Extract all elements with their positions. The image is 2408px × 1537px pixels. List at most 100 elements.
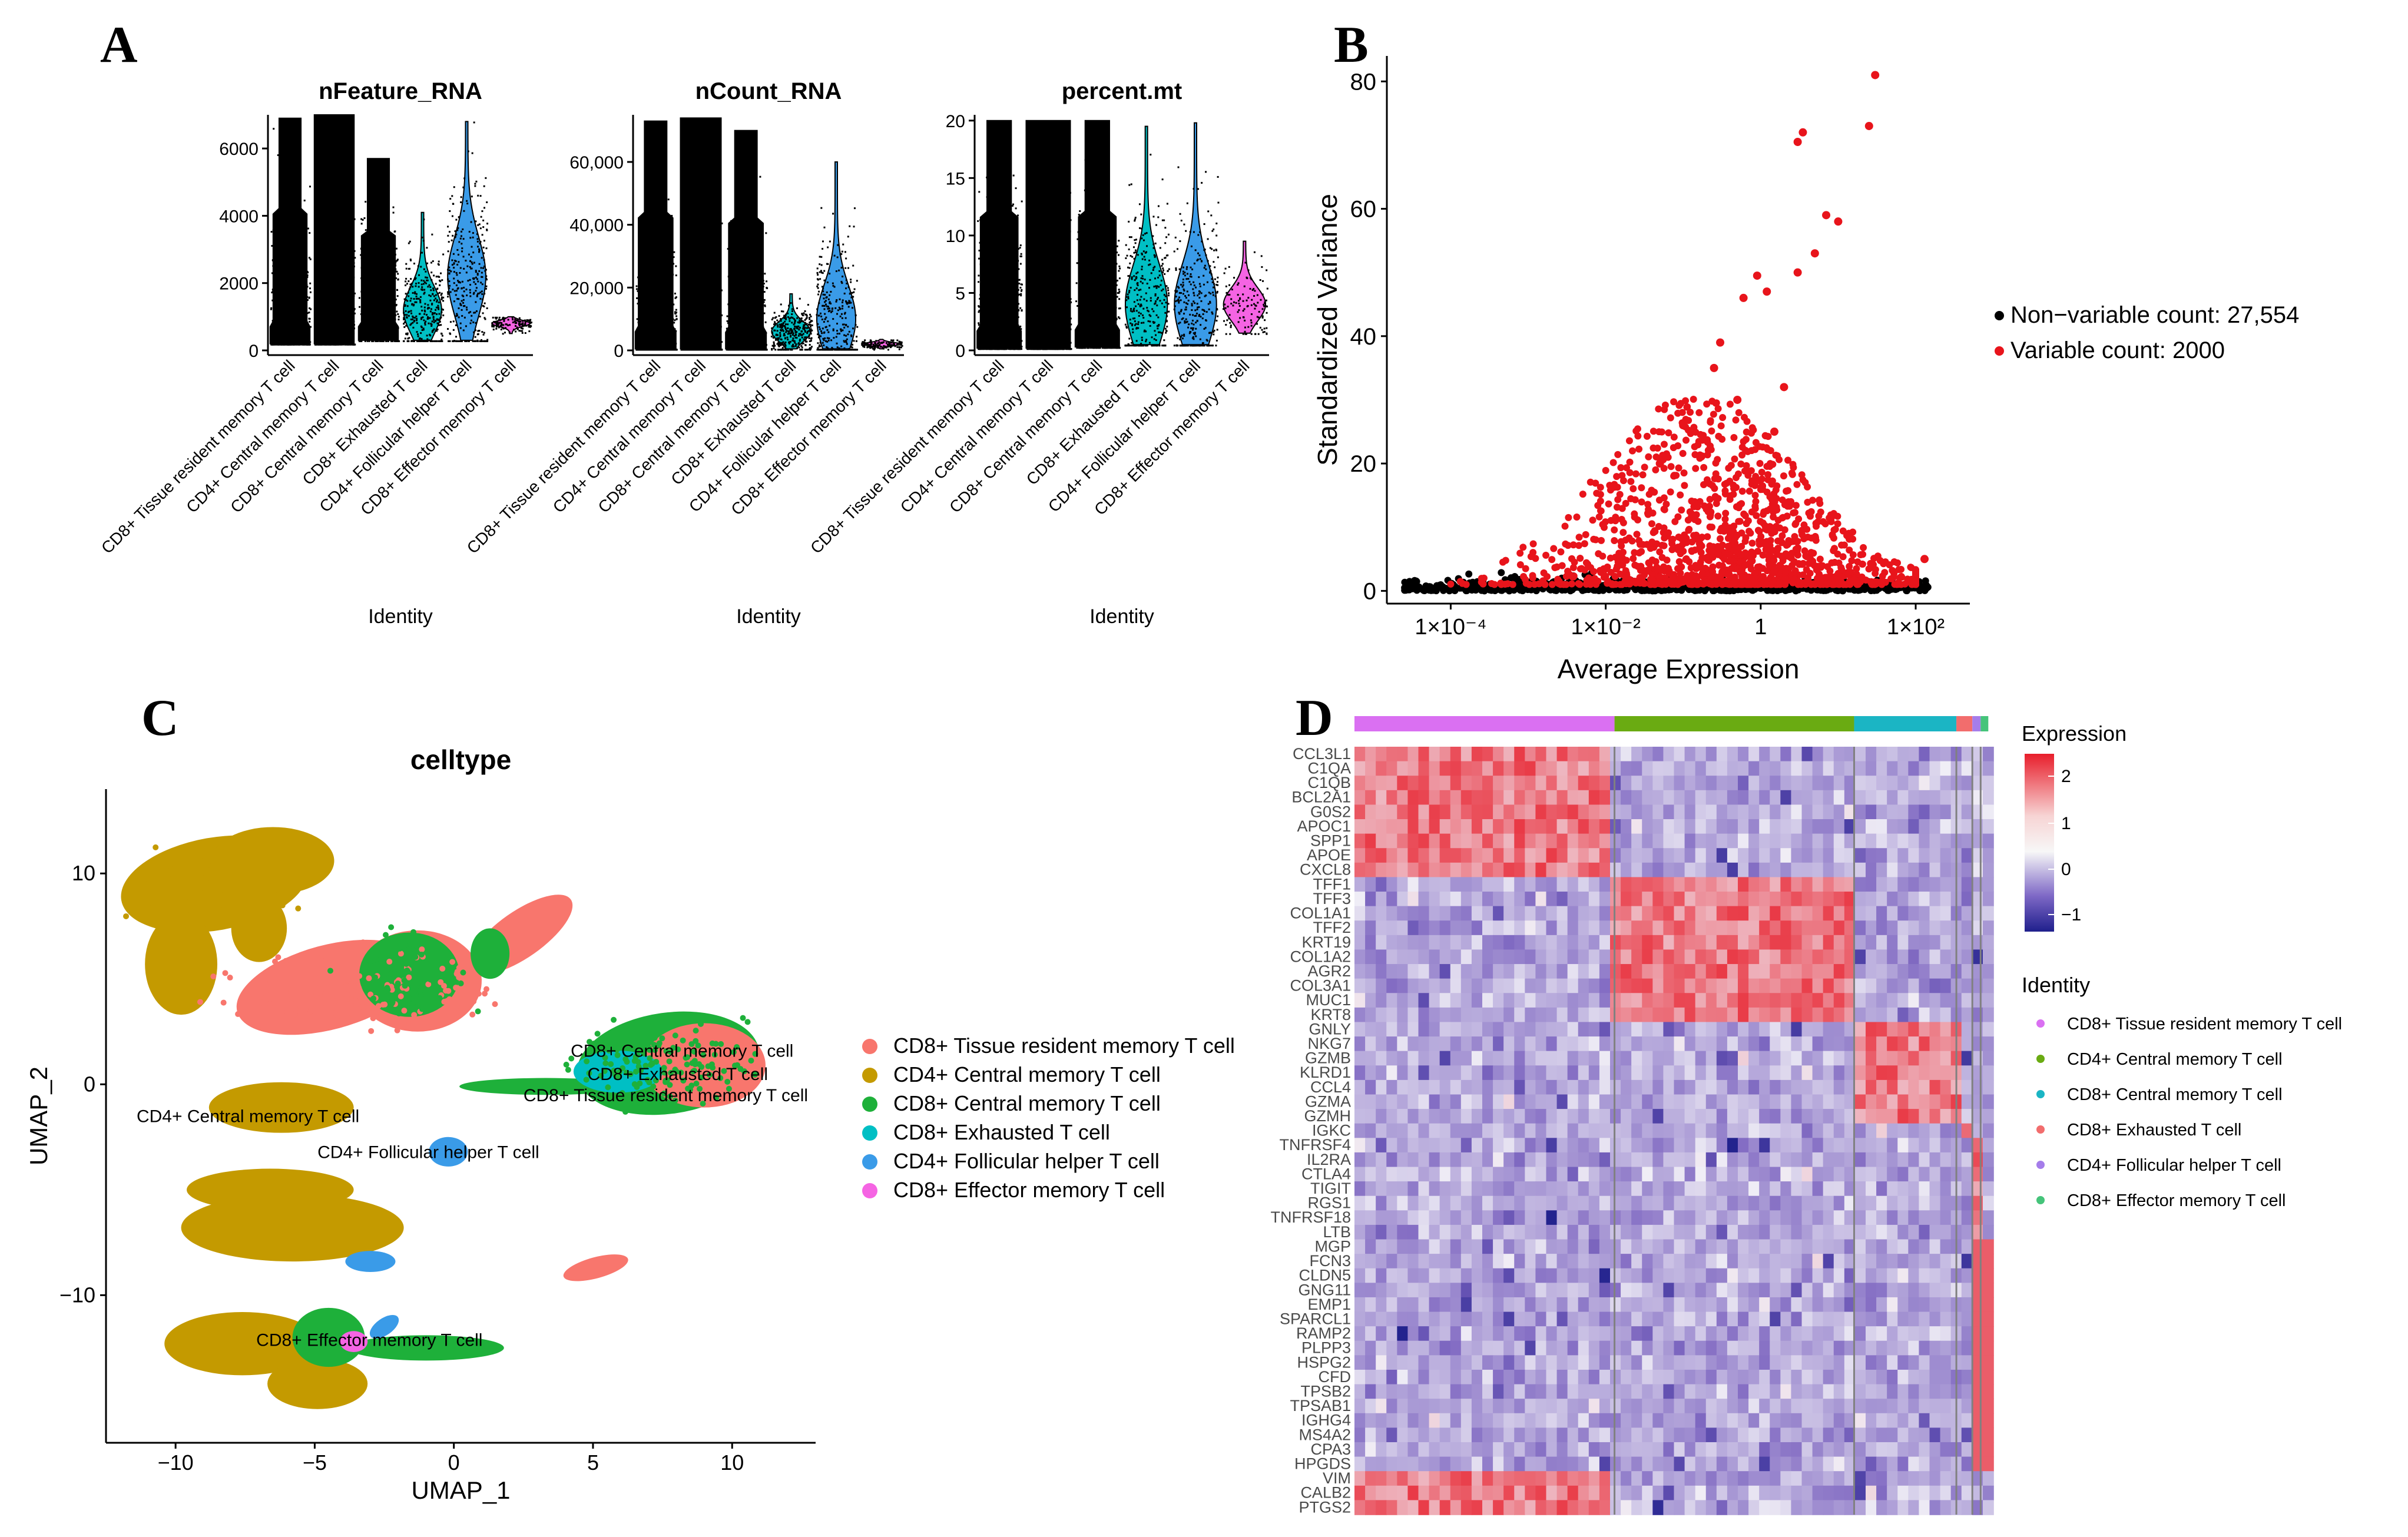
jitter-point — [425, 314, 428, 316]
jitter-point — [320, 283, 323, 285]
jitter-point — [699, 262, 701, 264]
jitter-point — [1045, 306, 1048, 308]
jitter-point — [469, 322, 472, 324]
jitter-point — [276, 290, 279, 293]
jitter-point — [982, 333, 984, 335]
jitter-point — [286, 263, 289, 266]
jitter-point — [651, 321, 654, 323]
jitter-point — [1012, 312, 1015, 314]
jitter-point — [283, 241, 285, 244]
jitter-point — [781, 324, 783, 327]
jitter-point — [682, 271, 684, 273]
jitter-point — [295, 312, 297, 314]
jitter-point — [985, 324, 988, 327]
jitter-point — [737, 349, 739, 351]
jitter-point — [693, 307, 695, 310]
jitter-point — [385, 303, 387, 306]
jitter-point — [366, 340, 369, 342]
jitter-point — [713, 346, 715, 348]
jitter-point — [494, 322, 496, 324]
jitter-point — [1050, 279, 1052, 281]
jitter-point — [640, 320, 642, 322]
jitter-point — [343, 277, 346, 280]
jitter-point — [448, 231, 451, 233]
jitter-point — [284, 306, 286, 308]
violin-body — [634, 120, 677, 350]
jitter-point — [673, 251, 675, 253]
jitter-point — [998, 325, 1001, 327]
jitter-point — [635, 288, 638, 290]
jitter-point — [319, 267, 322, 270]
jitter-point — [1042, 257, 1045, 259]
jitter-point — [294, 244, 296, 247]
jitter-point — [484, 318, 486, 320]
jitter-point — [655, 297, 657, 300]
jitter-point — [420, 306, 423, 308]
jitter-point — [383, 317, 386, 319]
jitter-point — [375, 303, 377, 306]
jitter-point — [713, 316, 716, 319]
jitter-point — [991, 326, 993, 328]
jitter-point — [687, 316, 690, 319]
jitter-point — [413, 263, 415, 265]
jitter-point — [777, 343, 780, 345]
jitter-point — [846, 343, 848, 345]
jitter-point — [763, 349, 765, 351]
jitter-point — [773, 323, 776, 326]
y-tick-label: 20,000 — [569, 279, 624, 298]
jitter-point — [518, 322, 520, 324]
jitter-point — [720, 349, 722, 351]
jitter-point — [983, 337, 986, 340]
jitter-point — [742, 313, 744, 315]
jitter-point — [295, 334, 297, 337]
jitter-point — [326, 299, 328, 301]
jitter-point — [869, 341, 871, 343]
jitter-point — [982, 302, 984, 304]
jitter-point — [823, 339, 825, 342]
jitter-point — [794, 332, 797, 334]
jitter-point — [281, 319, 284, 321]
jitter-point — [308, 343, 310, 346]
jitter-point — [277, 277, 279, 279]
jitter-point — [733, 338, 736, 340]
jitter-point — [775, 316, 777, 318]
jitter-point — [802, 342, 804, 344]
jitter-point — [749, 300, 751, 303]
jitter-point — [652, 298, 655, 300]
jitter-point — [274, 336, 277, 338]
jitter-point — [396, 260, 398, 262]
jitter-point — [339, 329, 341, 331]
jitter-point — [447, 234, 449, 237]
jitter-point — [808, 335, 810, 337]
jitter-point — [691, 349, 694, 351]
jitter-point — [278, 215, 280, 217]
jitter-point — [695, 348, 697, 350]
jitter-point — [993, 261, 996, 264]
jitter-point — [426, 340, 429, 342]
jitter-point — [784, 315, 787, 317]
jitter-point — [1063, 300, 1065, 302]
jitter-point — [644, 305, 647, 307]
jitter-point — [843, 313, 846, 315]
jitter-point — [816, 314, 818, 316]
jitter-point — [872, 347, 875, 350]
jitter-point — [995, 322, 997, 324]
jitter-point — [1006, 322, 1008, 324]
jitter-point — [781, 329, 784, 331]
jitter-point — [475, 322, 477, 324]
jitter-point — [667, 342, 670, 344]
jitter-point — [418, 340, 420, 342]
jitter-point — [308, 339, 310, 341]
jitter-point — [469, 237, 472, 239]
jitter-point — [479, 292, 482, 294]
jitter-point — [424, 322, 426, 324]
jitter-point — [463, 210, 465, 212]
jitter-point — [801, 343, 803, 345]
jitter-point — [382, 236, 384, 238]
jitter-point — [347, 329, 350, 331]
jitter-point — [366, 273, 369, 276]
jitter-point — [413, 319, 416, 322]
jitter-point — [1019, 337, 1021, 340]
jitter-point — [370, 243, 372, 246]
jitter-point — [323, 327, 326, 329]
